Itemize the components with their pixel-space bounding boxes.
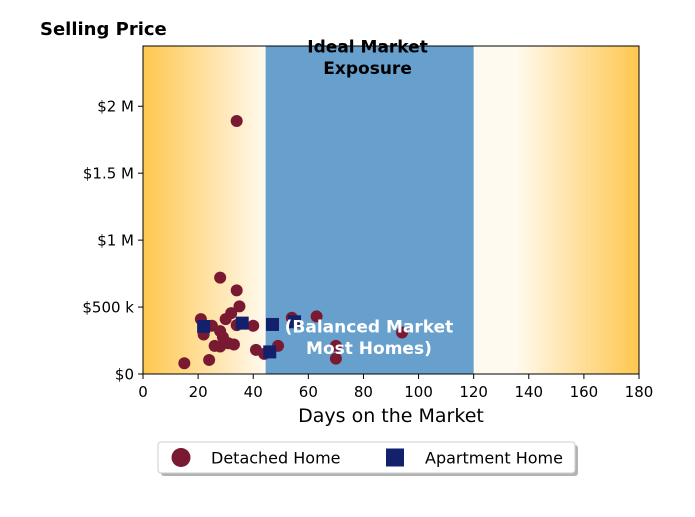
detached-home-point <box>396 326 409 339</box>
detached-home-point <box>233 300 246 313</box>
legend-detached-marker <box>171 448 191 467</box>
apartment-home-point <box>288 315 302 329</box>
detached-home-point <box>310 310 323 323</box>
x-tick-label: 0 <box>138 383 148 401</box>
detached-home-point <box>329 339 342 352</box>
apartment-home-point <box>266 317 280 331</box>
apartment-home-point <box>197 319 211 333</box>
chart-annotation: Most Homes) <box>306 339 432 359</box>
x-tick-label: 60 <box>299 383 318 401</box>
x-tick-label: 100 <box>404 383 433 401</box>
x-tick-label: 20 <box>189 383 208 401</box>
x-axis-label: Days on the Market <box>298 405 484 427</box>
detached-home-point <box>203 353 216 366</box>
x-tick-label: 140 <box>514 383 543 401</box>
x-tick-label: 160 <box>570 383 599 401</box>
legend-label: Apartment Home <box>425 449 563 468</box>
x-tick-label: 40 <box>244 383 263 401</box>
y-tick-label: $0 <box>115 366 134 384</box>
detached-home-point <box>227 338 240 351</box>
detached-home-point <box>219 313 232 326</box>
legend-box <box>157 441 576 474</box>
detached-home-point <box>214 271 227 284</box>
apartment-home-point <box>263 345 277 359</box>
detached-home-point <box>230 284 243 297</box>
detached-home-point <box>214 340 227 353</box>
detached-home-point <box>329 352 342 365</box>
detached-home-point <box>178 357 191 370</box>
chart-annotation: Ideal Market <box>307 38 428 58</box>
apartment-home-point <box>235 316 249 330</box>
chart-annotation: (Balanced Market <box>285 317 454 337</box>
y-tick-label: $1 M <box>97 232 134 250</box>
x-tick-label: 180 <box>625 383 654 401</box>
x-tick-label: 80 <box>354 383 373 401</box>
y-tick-label: $500 k <box>82 299 134 317</box>
legend: Detached Home Apartment Home <box>157 441 578 476</box>
legend-label: Detached Home <box>211 449 341 468</box>
detached-home-point <box>247 319 260 332</box>
chart-annotation: Exposure <box>323 59 412 79</box>
chart-title: Selling Price <box>40 19 167 40</box>
x-tick-label: 120 <box>459 383 488 401</box>
detached-home-point <box>230 114 243 127</box>
y-tick-label: $2 M <box>97 98 134 116</box>
y-tick-label: $1.5 M <box>83 165 134 183</box>
legend-apartment-marker <box>386 448 404 467</box>
plot-frame <box>142 45 640 375</box>
